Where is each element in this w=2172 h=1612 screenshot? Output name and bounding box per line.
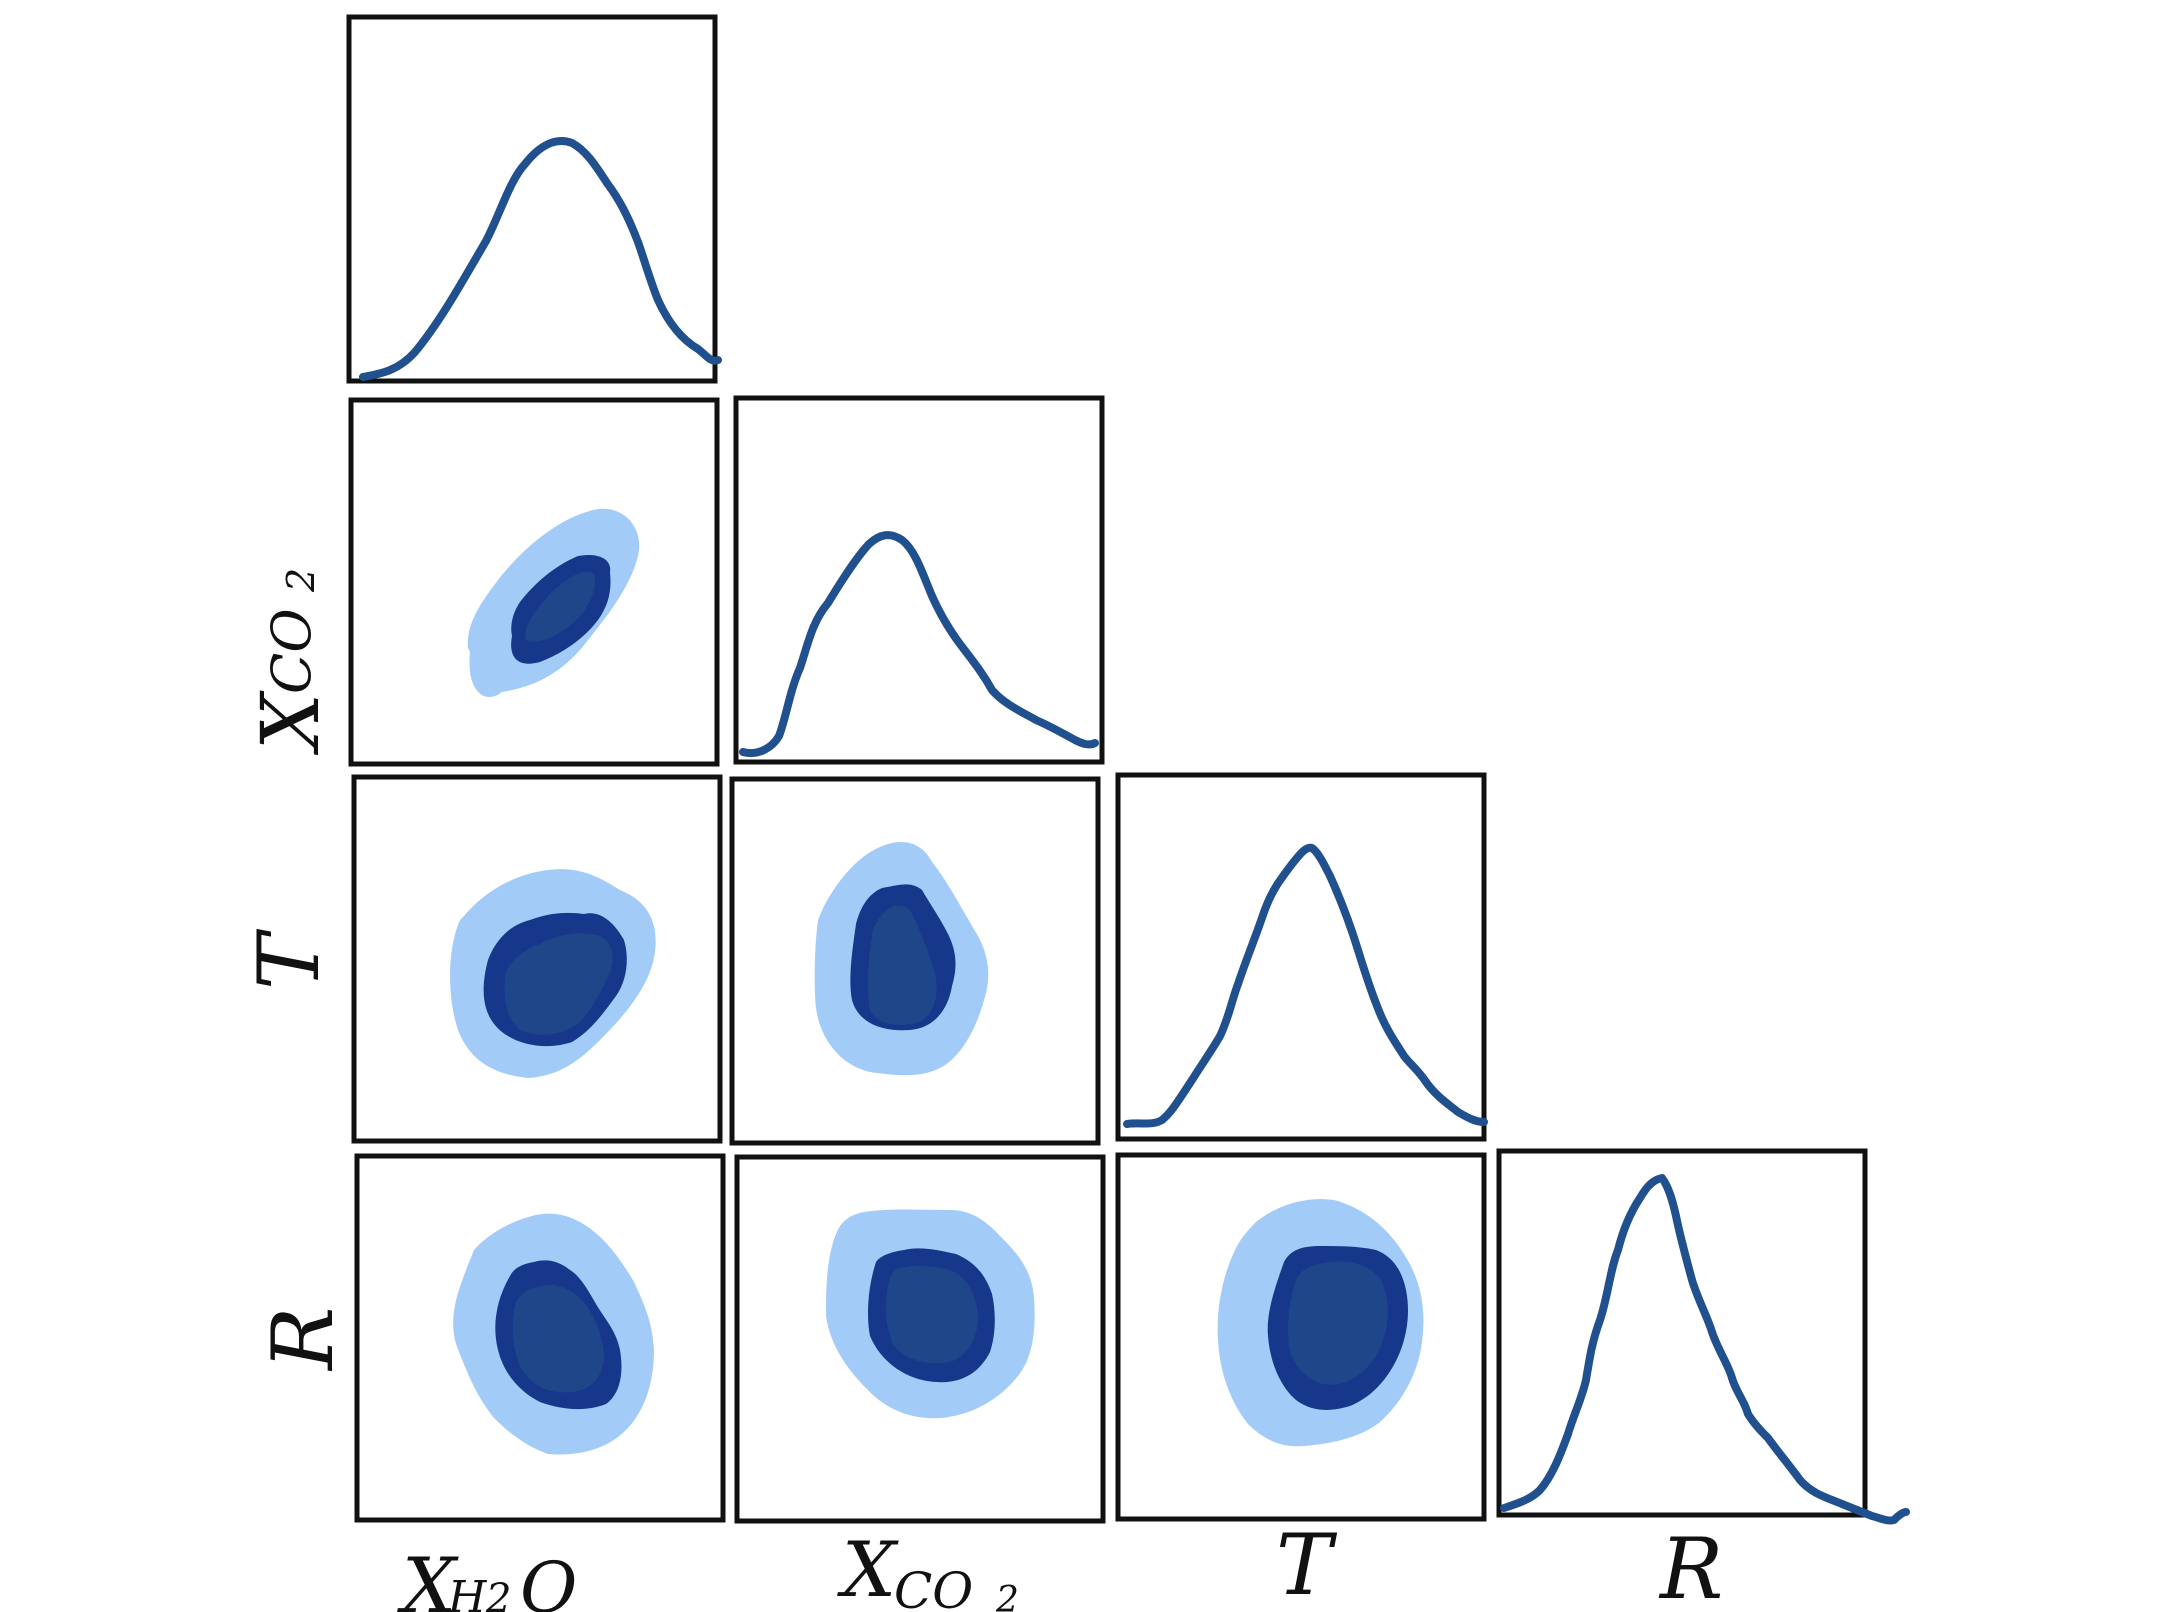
x-label-sub2: 2 (995, 1580, 1019, 1612)
panel-r-marginal (1496, 1148, 1910, 1525)
contour-core (504, 933, 613, 1035)
x-label-xco2: X CO 2 (837, 1525, 1019, 1612)
y-label-xco2: X CO 2 (244, 568, 337, 756)
x-label-sub2: 2 (485, 1576, 511, 1612)
y-label-main: X (244, 690, 337, 756)
y-label-sub2: 2 (279, 568, 323, 593)
x-label-t: T (1276, 1516, 1338, 1612)
panel-frame (346, 14, 718, 384)
panel-frame (733, 395, 1105, 765)
panel-r-vs-xco2 (734, 1154, 1106, 1524)
x-label-main: R (1658, 1520, 1723, 1612)
panel-xco2-vs-xh2o (348, 397, 720, 767)
contour-core (1288, 1261, 1388, 1385)
x-label-main: X (397, 1541, 459, 1612)
panel-r-vs-t (1115, 1152, 1487, 1522)
y-label-main: R (254, 1307, 352, 1372)
contour-core (512, 1284, 604, 1393)
panel-t-vs-xh2o (351, 774, 723, 1144)
panel-r-vs-xh2o (354, 1153, 726, 1523)
x-label-main: X (837, 1525, 899, 1612)
x-label-r: R (1658, 1520, 1723, 1612)
panel-t-marginal (1115, 772, 1488, 1142)
panel-t-vs-xco2 (729, 776, 1101, 1146)
x-label-tail: O (520, 1547, 577, 1612)
t-marginal-curve (1123, 843, 1488, 1128)
panel-xh2o-marginal (346, 14, 722, 384)
x-label-sub: CO (894, 1562, 973, 1612)
x-label-sub: H (447, 1572, 488, 1612)
contour-core (885, 1265, 978, 1364)
x-label-xh2o: X H 2 O (397, 1541, 577, 1612)
y-label-t: T (240, 928, 338, 990)
y-label-sub: CO (260, 608, 323, 694)
y-label-main: T (240, 928, 338, 990)
x-label-main: T (1276, 1516, 1338, 1612)
contour-core (867, 905, 937, 1026)
xco2-marginal-curve (739, 531, 1099, 757)
contour-core (525, 571, 596, 642)
xh2o-marginal-curve (359, 137, 722, 381)
r-marginal-curve (1500, 1174, 1910, 1525)
panel-xco2-marginal (733, 395, 1105, 765)
y-label-r: R (254, 1307, 352, 1372)
